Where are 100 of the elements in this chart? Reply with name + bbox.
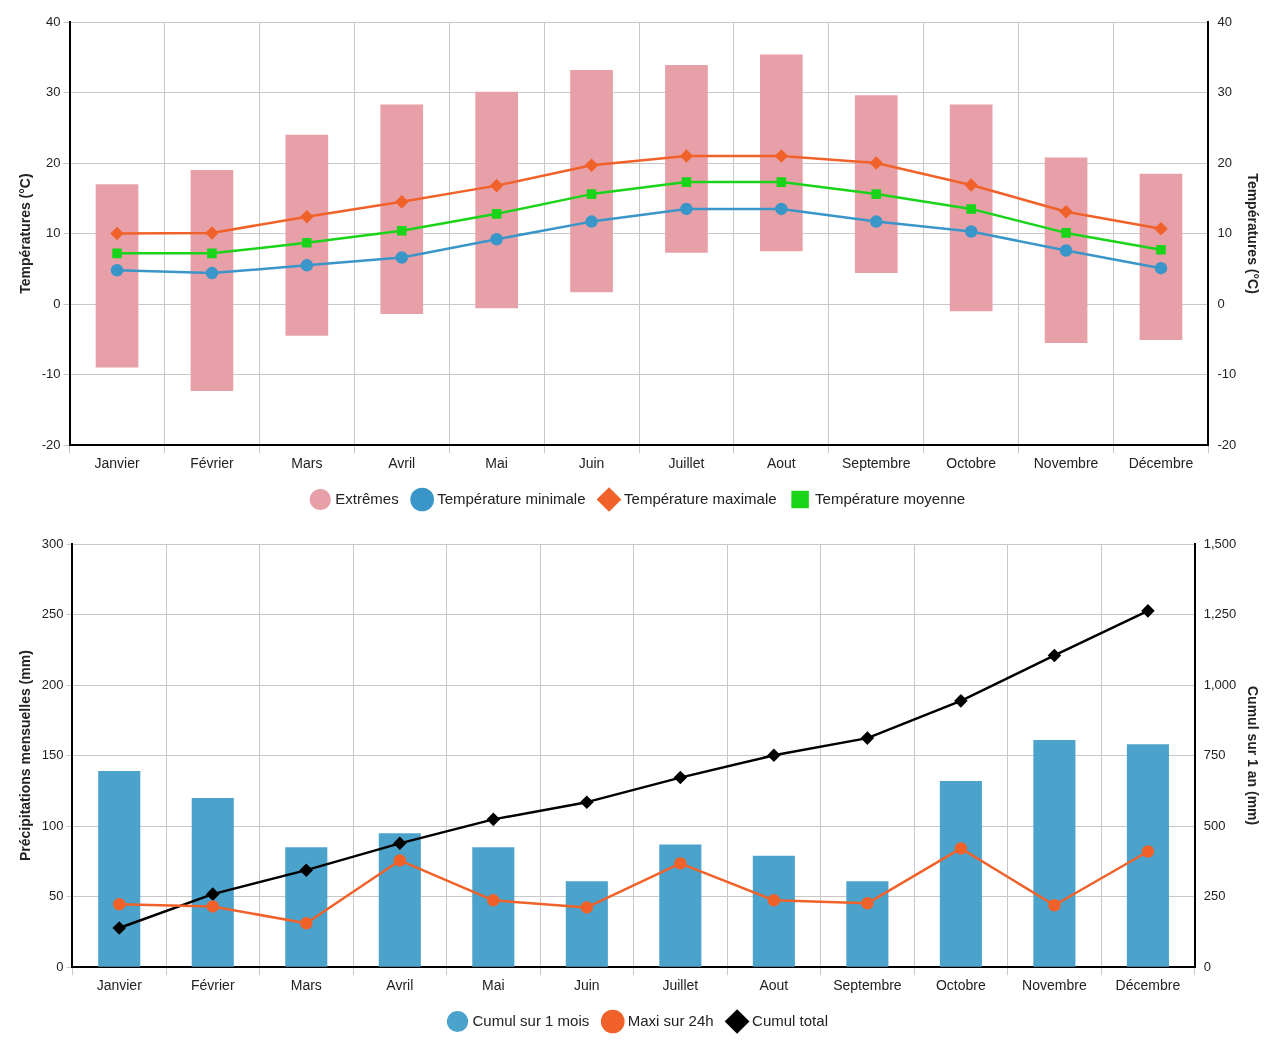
y-tick-label: 20	[46, 154, 61, 170]
point	[871, 189, 882, 199]
legend-label: Température minimale	[437, 489, 586, 507]
bar	[1139, 173, 1183, 341]
y-axis-title: Températures (°C)	[17, 173, 34, 294]
bar	[98, 771, 141, 967]
bar	[939, 780, 982, 967]
bar	[854, 95, 898, 274]
y-tick-label: 30	[46, 84, 61, 100]
point	[207, 248, 217, 259]
y2-tick-label: 750	[1203, 747, 1226, 763]
point	[870, 215, 883, 228]
bar	[1126, 744, 1169, 967]
x-tick-label: Octobre	[935, 977, 986, 994]
point	[1059, 205, 1073, 218]
bar	[760, 54, 803, 252]
x-tick-label: Décembre	[1115, 977, 1181, 994]
point	[680, 202, 693, 216]
x-tick-label: Aout	[766, 455, 796, 472]
point	[487, 813, 500, 826]
legend-label: Cumul total	[752, 1011, 828, 1029]
point	[775, 149, 788, 163]
bar	[190, 170, 234, 391]
y2-tick-label: 30	[1217, 84, 1232, 100]
bar	[570, 69, 613, 293]
y2-tick-label: 40	[1217, 13, 1232, 29]
x-tick-label: Mars	[290, 977, 322, 994]
x-tick-label: Juin	[578, 455, 605, 472]
point	[113, 898, 126, 911]
point	[300, 863, 313, 877]
point	[1059, 244, 1073, 257]
y-tick-label: 200	[41, 676, 64, 692]
x-tick-label: Avril	[388, 455, 416, 472]
bar	[285, 847, 328, 967]
bar	[659, 844, 702, 967]
x-tick-label: Février	[190, 977, 235, 994]
point	[1154, 261, 1168, 275]
x-tick-label: Aout	[759, 977, 789, 994]
bar	[191, 797, 234, 967]
x-tick-label: Février	[190, 455, 235, 472]
y2-axis-title: Cumul sur 1 an (mm)	[1244, 685, 1261, 826]
bar	[475, 91, 518, 309]
x-tick-label: Décembre	[1128, 455, 1194, 472]
point	[861, 731, 874, 745]
x-tick-label: Janvier	[94, 455, 140, 472]
point	[395, 195, 408, 209]
bar	[285, 134, 329, 336]
point	[300, 210, 314, 223]
x-tick-label: Mai	[482, 977, 505, 994]
point	[681, 177, 692, 187]
legend-label: Maxi sur 24h	[627, 1011, 714, 1029]
point	[302, 237, 312, 248]
y-tick-label: 250	[41, 606, 64, 622]
x-tick-label: Mars	[291, 455, 323, 472]
point	[870, 156, 883, 170]
point	[1141, 604, 1155, 618]
point	[300, 259, 314, 272]
bar	[949, 104, 993, 312]
point	[580, 901, 594, 914]
y2-tick-label: 500	[1203, 817, 1226, 833]
bar	[1044, 157, 1088, 343]
point	[954, 694, 968, 708]
bar	[378, 833, 421, 967]
point	[776, 177, 787, 187]
point	[1156, 245, 1166, 255]
x-tick-label: Novembre	[1033, 455, 1099, 472]
y-tick-label: 150	[41, 747, 64, 763]
bar	[1033, 740, 1076, 967]
y2-tick-label: 10	[1217, 225, 1232, 241]
point	[487, 894, 500, 907]
point	[585, 215, 598, 228]
point	[1141, 845, 1155, 858]
point	[580, 795, 594, 809]
point	[205, 226, 219, 240]
point	[1154, 222, 1168, 235]
point	[585, 158, 598, 172]
bar	[665, 65, 708, 253]
y-tick-label: -20	[41, 436, 61, 452]
x-tick-label: Juillet	[668, 455, 705, 472]
x-tick-label: Janvier	[96, 977, 143, 994]
legend-label: Extrêmes	[335, 489, 399, 507]
y2-tick-label: 250	[1203, 888, 1226, 904]
y2-tick-label: 1,000	[1203, 676, 1237, 692]
point	[964, 225, 978, 238]
legend-label: Température moyenne	[815, 489, 966, 507]
x-tick-label: Juillet	[662, 977, 699, 994]
point	[396, 225, 407, 236]
x-tick-label: Septembre	[833, 977, 902, 994]
y-tick-label: 40	[46, 13, 61, 29]
point	[954, 842, 968, 855]
y-tick-label: 0	[53, 295, 61, 311]
point	[861, 897, 874, 910]
y-tick-label: 50	[49, 888, 64, 904]
point	[680, 149, 693, 163]
point	[491, 209, 502, 219]
bar	[472, 847, 515, 967]
bar	[752, 855, 795, 967]
point	[775, 202, 788, 216]
point	[1061, 228, 1071, 238]
point	[964, 178, 978, 192]
